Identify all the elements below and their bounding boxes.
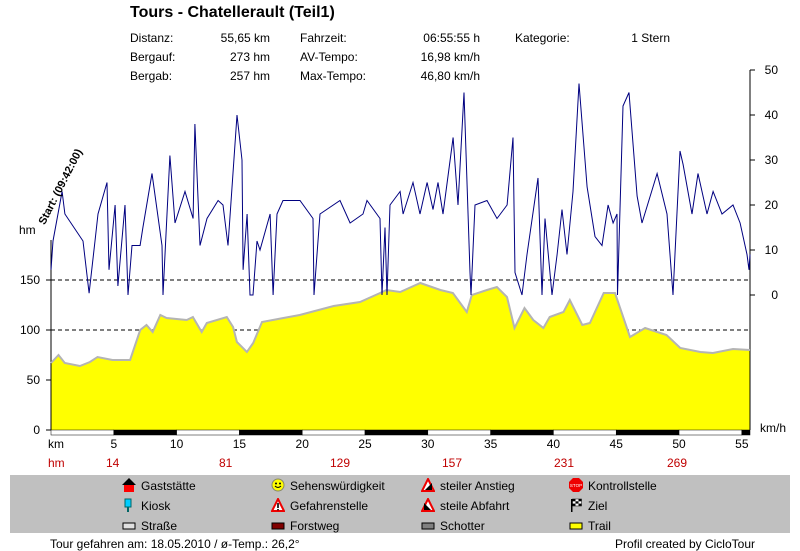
hm-value: 129 [330,456,351,470]
hm-row-label: hm [48,456,65,470]
surface-segment [113,429,177,436]
steep-descent-icon [421,498,435,512]
smiley-icon [271,478,285,492]
x-tick-label: 45 [610,437,624,451]
legend-item-kiosk: Kiosk [124,498,170,513]
x-axis-label: km [48,437,64,451]
y-right-tick-label: 20 [765,198,779,212]
surface-segment [490,429,554,436]
legend-item-gravel: Schotter [421,519,485,533]
elevation-area [51,283,750,430]
finish-flag-icon [571,498,582,512]
y-right-tick-label: 30 [765,153,779,167]
forest-path-swatch-icon [271,522,285,530]
legend-item-checkpoint: STOP Kontrollstelle [569,478,657,493]
trail-swatch-icon [569,522,583,530]
surface-segment [553,429,617,436]
surface-segment [50,429,115,436]
y-left-axis-label: hm [19,223,36,237]
legend-item-sight: Sehenswürdigkeit [271,478,385,493]
hm-value: 231 [554,456,575,470]
surface-segment [176,429,240,436]
stop-sign-icon: STOP [569,478,583,492]
stat-label-category: Kategorie: [515,31,570,45]
stat-label-max-speed: Max-Tempo: [300,69,367,83]
stat-label-descent: Bergab: [130,69,173,83]
stat-label-avg-speed: AV-Tempo: [300,50,358,64]
steep-climb-icon [421,478,435,492]
x-tick-label: 55 [735,437,749,451]
svg-text:STOP: STOP [570,483,582,488]
stat-value-avg-speed: 16,98 km/h [420,50,480,64]
surface-segment [301,429,366,436]
surface-segment [678,429,743,436]
legend: Gaststätte Sehenswürdigkeit steiler Anst… [10,475,790,533]
surface-segment [239,429,303,436]
y-right-tick-label: 10 [765,243,779,257]
surface-strip [50,429,751,436]
legend-item-danger: Gefahrenstelle [271,498,368,513]
elevation-speed-chart: hm km/h km 5 10 15 20 25 30 35 40 45 50 5505010015… [19,63,786,451]
y-left-tick-label: 100 [20,323,40,337]
x-tick-label: 50 [672,437,686,451]
x-tick-label: 40 [547,437,561,451]
road-swatch-icon [122,522,136,530]
chart-title: Tours - Chatellerault (Teil1) [130,4,335,21]
footer-tour-info: Tour gefahren am: 18.05.2010 / ø-Temp.: … [50,537,300,551]
stat-value-time: 06:55:55 h [423,31,480,45]
stat-value-distance: 55,65 km [220,31,270,45]
x-tick-label: 5 [110,437,117,451]
legend-item-road: Straße [122,519,177,533]
y-left-tick-label: 0 [33,423,40,437]
y-left-tick-label: 50 [27,373,41,387]
x-tick-label: 20 [296,437,310,451]
stat-label-time: Fahrzeit: [300,31,347,45]
legend-item-trail: Trail [569,519,611,533]
stat-value-descent: 257 hm [229,69,270,83]
stat-value-ascent: 273 hm [229,50,270,64]
x-tick-label: 15 [233,437,247,451]
y-right-tick-label: 0 [771,288,778,302]
legend-item-steep-climb: steiler Anstieg [421,478,515,493]
x-tick-label: 10 [170,437,184,451]
surface-segment [741,429,751,436]
surface-segment [615,429,680,436]
y-right-tick-label: 50 [765,63,779,77]
surface-segment [427,429,491,436]
hm-value: 157 [442,456,463,470]
hm-value: 269 [667,456,688,470]
hm-value: 81 [219,456,233,470]
legend-item-finish: Ziel [571,498,607,513]
legend-item-restaurant: Gaststätte [122,478,196,493]
y-right-tick-label: 40 [765,108,779,122]
x-tick-label: 30 [421,437,435,451]
surface-segment [364,429,429,436]
legend-item-steep-descent: steile Abfahrt [421,498,509,513]
stat-label-distance: Distanz: [130,31,174,45]
speed-line [50,83,751,296]
stat-label-ascent: Bergauf: [130,50,176,64]
x-tick-label: 35 [484,437,498,451]
hm-value: 14 [106,456,120,470]
stat-value-category: 1 Stern [631,31,670,45]
gravel-swatch-icon [421,522,435,530]
stat-value-max-speed: 46,80 km/h [420,69,480,83]
y-left-tick-label: 150 [20,273,40,287]
kiosk-icon [124,498,132,512]
footer-credit: Profil created by CicloTour [614,537,755,551]
danger-icon [271,498,285,512]
restaurant-icon [122,478,136,492]
x-tick-label: 25 [358,437,372,451]
legend-item-forest-path: Forstweg [271,519,339,533]
y-right-axis-label: km/h [760,421,786,435]
